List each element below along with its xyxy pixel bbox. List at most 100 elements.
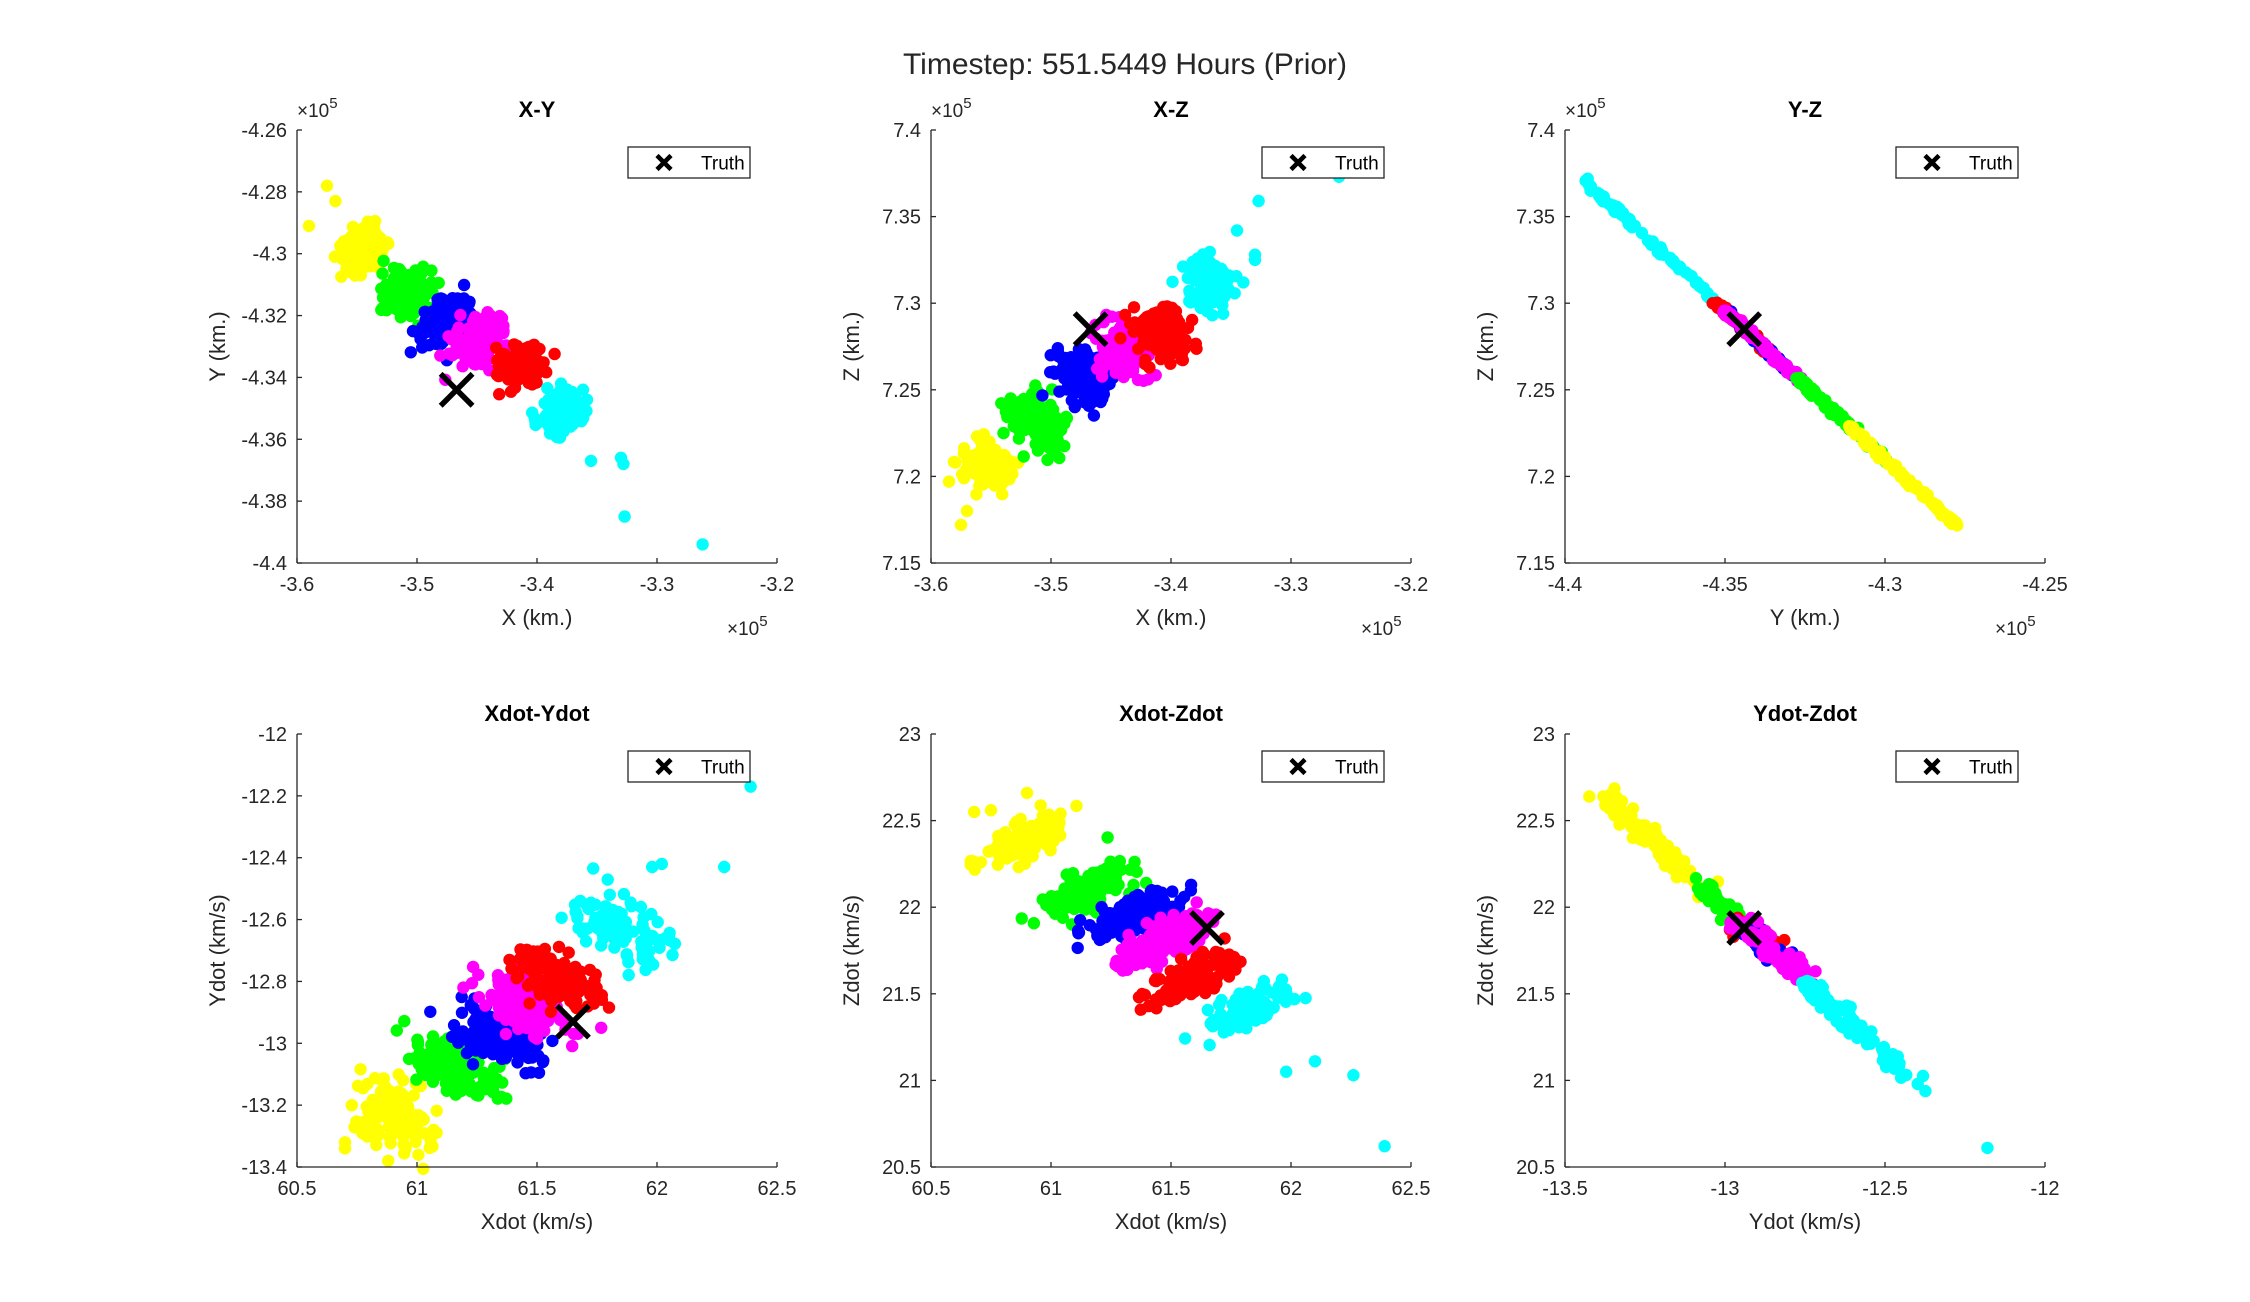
- x-axis-label: Xdot (km/s): [1115, 1209, 1227, 1234]
- data-points: [1579, 172, 1964, 532]
- data-point: [1206, 1019, 1220, 1033]
- data-point: [1127, 301, 1141, 314]
- legend-label: Truth: [701, 758, 745, 779]
- y-tick-label: 7.15: [1516, 553, 1555, 575]
- data-point: [320, 179, 334, 192]
- data-point: [459, 351, 472, 364]
- data-point: [587, 862, 600, 875]
- data-point: [998, 449, 1012, 463]
- y-tick-label: 7.4: [893, 120, 921, 142]
- data-point: [1900, 1068, 1913, 1082]
- data-point: [663, 926, 676, 940]
- data-point: [392, 1085, 405, 1098]
- data-point: [354, 237, 367, 250]
- data-point: [431, 1037, 444, 1050]
- data-point: [1267, 1001, 1280, 1014]
- data-point: [1015, 912, 1028, 925]
- x-tick-label: -3.2: [760, 574, 794, 596]
- y-tick-label: -4.38: [241, 491, 287, 513]
- data-point: [329, 194, 342, 208]
- data-point: [1228, 287, 1241, 300]
- data-point: [1766, 348, 1779, 361]
- data-point: [1144, 333, 1157, 346]
- y-axis-label: Zdot (km/s): [839, 895, 864, 1006]
- x-tick-label: -3.3: [640, 574, 674, 596]
- data-point: [452, 321, 465, 334]
- data-point: [1132, 889, 1146, 903]
- data-point: [491, 354, 504, 367]
- data-point: [466, 960, 480, 974]
- data-point: [533, 342, 546, 356]
- data-point: [1693, 278, 1706, 292]
- data-point: [1174, 894, 1187, 907]
- data-point: [390, 1024, 403, 1037]
- data-point: [1844, 420, 1858, 433]
- data-point: [1378, 1140, 1391, 1153]
- x-tick-label: -3.3: [1274, 574, 1308, 596]
- data-point: [432, 276, 445, 290]
- data-point: [361, 215, 374, 228]
- data-point: [982, 845, 995, 858]
- data-point: [391, 1101, 405, 1115]
- data-point: [555, 409, 569, 422]
- data-point: [401, 1100, 415, 1113]
- data-point: [1006, 467, 1019, 481]
- x-tick-label: 62.5: [1392, 1178, 1431, 1200]
- data-point: [1981, 1141, 1994, 1155]
- data-point: [536, 1055, 550, 1069]
- data-point: [1082, 399, 1096, 412]
- data-point: [554, 377, 568, 390]
- data-point: [1091, 867, 1105, 880]
- data-point: [1132, 342, 1145, 356]
- legend-box: [1261, 146, 1385, 179]
- panel-title: Xdot-Zdot: [1119, 701, 1224, 726]
- x-exponent-label: ×105: [1361, 613, 1402, 640]
- data-point: [1230, 224, 1244, 237]
- data-point: [345, 1099, 358, 1112]
- data-point: [636, 918, 649, 931]
- data-point: [1216, 298, 1229, 312]
- data-point: [1008, 401, 1021, 415]
- cluster-6: [1842, 420, 1964, 532]
- data-point: [529, 1018, 543, 1032]
- data-point: [418, 289, 432, 303]
- data-point: [463, 1077, 476, 1091]
- data-point: [514, 1033, 528, 1046]
- data-point: [1047, 829, 1060, 842]
- truth-marker: [1072, 311, 1109, 348]
- data-point: [499, 1027, 513, 1041]
- data-point: [970, 488, 983, 501]
- data-point: [987, 450, 1001, 464]
- data-point: [1830, 1006, 1843, 1020]
- y-tick-label: 7.2: [1527, 466, 1555, 488]
- data-point: [495, 312, 509, 325]
- data-point: [1157, 323, 1170, 337]
- data-point: [555, 911, 568, 924]
- data-point: [1832, 407, 1846, 421]
- data-point: [1011, 826, 1025, 839]
- data-point: [1168, 973, 1182, 986]
- data-point: [471, 350, 484, 363]
- data-point: [530, 354, 543, 367]
- data-point: [1148, 949, 1162, 962]
- data-point: [976, 434, 989, 448]
- data-point: [367, 230, 380, 243]
- data-point: [566, 1039, 579, 1053]
- y-tick-label: 7.35: [882, 207, 921, 229]
- data-point: [1080, 346, 1093, 359]
- y-tick-label: 23: [1533, 724, 1555, 746]
- data-point: [1173, 316, 1186, 329]
- data-point: [1185, 966, 1199, 979]
- x-tick-label: 61.5: [1152, 1178, 1191, 1200]
- data-point: [1174, 952, 1188, 966]
- data-point: [538, 397, 551, 410]
- data-point: [1839, 1016, 1852, 1030]
- data-point: [1626, 802, 1640, 815]
- data-point: [415, 1063, 428, 1076]
- panel-title: X-Y: [519, 97, 556, 122]
- y-tick-label: -12.8: [241, 971, 287, 993]
- data-point: [372, 241, 385, 255]
- data-point: [960, 504, 974, 518]
- legend-truth-icon: [1923, 153, 1941, 172]
- data-point: [1190, 896, 1203, 909]
